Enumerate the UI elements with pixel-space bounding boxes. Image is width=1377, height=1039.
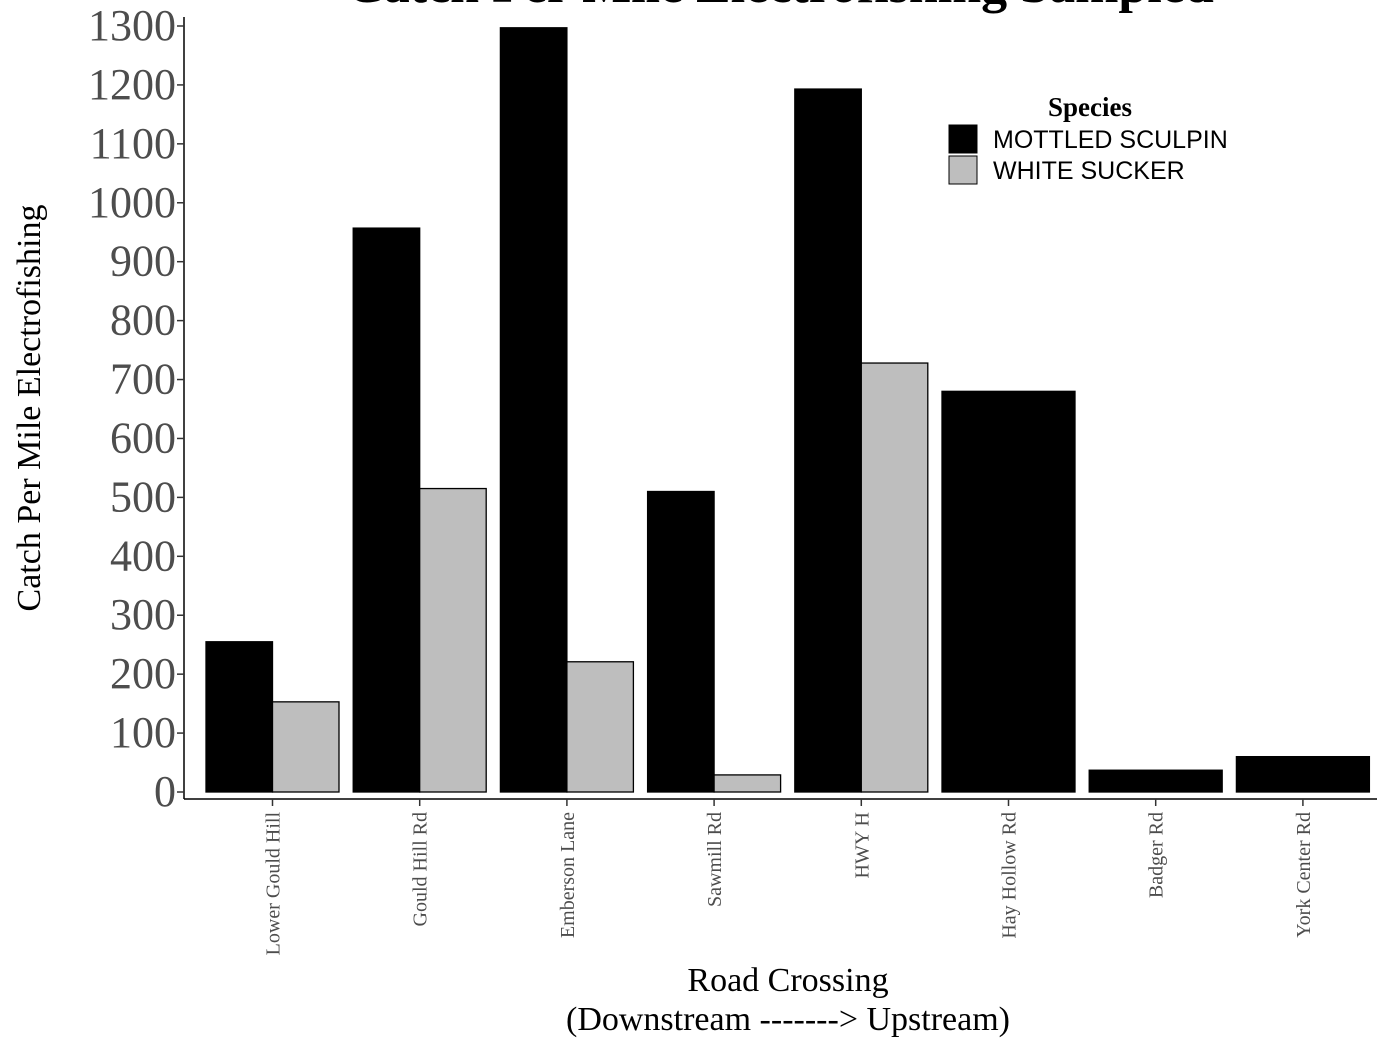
x-ticks: Lower Gould Hill Gould Hill Rd Emberson La… bbox=[263, 799, 1315, 955]
bar-mottled-sculpin bbox=[1088, 769, 1223, 793]
x-tick-label: Sawmill Rd bbox=[704, 812, 726, 907]
x-axis-title: Road Crossing bbox=[687, 962, 888, 999]
legend: Species MOTTLED SCULPIN WHITE SUCKER bbox=[948, 92, 1228, 185]
bar-mottled-sculpin bbox=[352, 227, 421, 793]
x-axis-subtitle: (Downstream -------> Upstream) bbox=[566, 1001, 1010, 1038]
legend-items: MOTTLED SCULPIN WHITE SUCKER bbox=[948, 124, 1228, 185]
y-tick-label: 1000 bbox=[88, 178, 176, 227]
bar-white-sucker bbox=[860, 362, 929, 793]
y-tick-label: 200 bbox=[110, 649, 176, 698]
y-tick-label: 400 bbox=[110, 531, 176, 580]
bar-white-sucker bbox=[713, 774, 782, 793]
bar-mottled-sculpin bbox=[941, 390, 1076, 793]
legend-label: MOTTLED SCULPIN bbox=[993, 126, 1228, 154]
bar-white-sucker bbox=[271, 701, 340, 793]
x-tick-label: York Center Rd bbox=[1293, 812, 1315, 938]
bar-mottled-sculpin bbox=[646, 490, 715, 793]
bar-mottled-sculpin bbox=[1235, 755, 1371, 793]
y-ticks: 0 100 200 300 400 500 600 700 800 900 1000 1100 1200… bbox=[88, 1, 184, 816]
y-tick-label: 1200 bbox=[88, 60, 176, 109]
y-axis-title: Catch Per Mile Electrofishing bbox=[11, 205, 48, 612]
legend-title: Species bbox=[1048, 92, 1132, 122]
bar-white-sucker bbox=[419, 487, 487, 793]
y-tick-label: 1300 bbox=[88, 1, 176, 50]
bar-mottled-sculpin bbox=[499, 27, 568, 793]
x-tick-label: Lower Gould Hill bbox=[263, 812, 285, 956]
bar-mottled-sculpin bbox=[794, 88, 862, 793]
bar-mottled-sculpin bbox=[205, 641, 274, 793]
x-tick-label: HWY H bbox=[851, 812, 873, 878]
bar-white-sucker bbox=[566, 661, 635, 793]
y-tick-label: 1100 bbox=[90, 119, 176, 168]
y-tick-label: 300 bbox=[110, 590, 176, 639]
x-tick-label: Badger Rd bbox=[1146, 812, 1168, 898]
x-tick-label: Hay Hollow Rd bbox=[999, 812, 1021, 939]
y-tick-label: 700 bbox=[110, 355, 176, 404]
y-tick-label: 800 bbox=[110, 296, 176, 345]
x-tick-label: Emberson Lane bbox=[557, 812, 579, 938]
y-tick-label: 600 bbox=[110, 413, 176, 462]
chart-title: Catch Per Mile Electrofishing Sampled bbox=[346, 0, 1214, 14]
bars-layer bbox=[205, 27, 1371, 793]
y-tick-label: 100 bbox=[110, 708, 176, 757]
y-tick-label: 500 bbox=[110, 472, 176, 521]
legend-label: WHITE SUCKER bbox=[993, 157, 1185, 185]
y-tick-label: 0 bbox=[154, 767, 176, 816]
legend-swatch bbox=[948, 155, 978, 185]
axes-layer bbox=[183, 17, 1377, 800]
title-layer: Catch Per Mile Electrofishing Sampled bbox=[346, 0, 1214, 14]
x-tick-label: Gould Hill Rd bbox=[410, 812, 432, 926]
legend-swatch bbox=[948, 124, 978, 154]
y-tick-label: 900 bbox=[110, 237, 176, 286]
